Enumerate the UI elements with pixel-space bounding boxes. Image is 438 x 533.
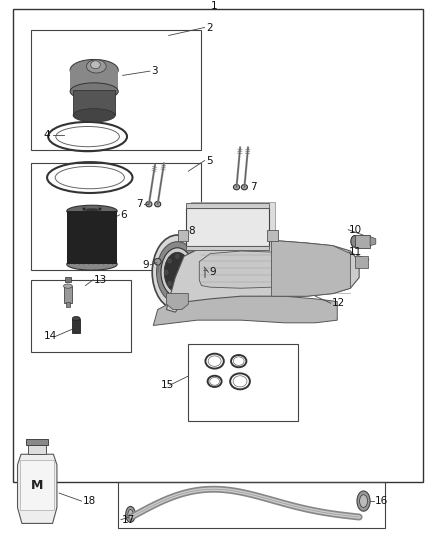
Polygon shape [370,237,376,246]
Text: 4: 4 [44,130,50,140]
Ellipse shape [184,281,187,286]
Text: 15: 15 [161,380,174,390]
Ellipse shape [126,506,135,522]
Bar [186,203,269,208]
Text: 17: 17 [122,515,135,524]
Bar [355,235,370,248]
Text: 7: 7 [251,182,257,192]
Ellipse shape [86,60,106,73]
Bar [186,208,269,246]
Ellipse shape [157,241,198,303]
Ellipse shape [70,59,118,80]
Polygon shape [166,294,188,310]
Ellipse shape [294,252,318,287]
Text: M: M [31,479,43,492]
Text: 12: 12 [332,298,345,308]
Ellipse shape [351,257,358,266]
Ellipse shape [64,284,72,288]
Bar [13,9,423,482]
Polygon shape [272,240,350,296]
Text: 13: 13 [94,274,107,285]
Ellipse shape [82,207,86,211]
Ellipse shape [164,252,191,292]
Ellipse shape [161,248,194,297]
Polygon shape [18,454,57,523]
Ellipse shape [291,247,322,292]
Text: 7: 7 [136,199,142,209]
Ellipse shape [351,236,359,247]
Bar [28,445,46,454]
Ellipse shape [152,235,202,310]
Text: 10: 10 [349,225,362,235]
Polygon shape [153,291,337,326]
Ellipse shape [73,109,115,122]
Ellipse shape [233,184,240,190]
Ellipse shape [154,259,161,265]
Ellipse shape [72,317,80,321]
Ellipse shape [168,259,171,263]
Bar [186,246,269,250]
Text: 1: 1 [211,1,218,11]
Text: 5: 5 [206,156,212,166]
Bar [70,70,118,91]
Ellipse shape [176,254,179,259]
Bar [118,482,385,528]
Bar [67,211,117,264]
Ellipse shape [184,259,187,263]
Bar [20,459,54,510]
Ellipse shape [70,83,118,100]
Text: 9: 9 [142,260,149,270]
Ellipse shape [241,184,247,190]
Bar [72,319,80,334]
Bar [31,280,131,352]
Bar [188,344,298,421]
Text: 3: 3 [151,66,158,76]
Bar [65,277,71,282]
Ellipse shape [357,491,370,511]
Ellipse shape [128,510,133,519]
Polygon shape [166,238,359,312]
Text: 2: 2 [206,22,212,33]
Ellipse shape [360,495,367,507]
Ellipse shape [91,61,100,69]
Bar [267,230,278,241]
Ellipse shape [181,233,185,238]
Bar [31,163,201,270]
Ellipse shape [298,257,315,281]
Ellipse shape [146,201,152,207]
Polygon shape [199,251,289,288]
Ellipse shape [84,208,99,214]
Ellipse shape [67,259,117,270]
Bar [26,439,48,445]
Bar [64,286,72,303]
Ellipse shape [67,205,117,217]
Ellipse shape [98,207,102,211]
Ellipse shape [155,201,161,207]
Bar [31,30,201,150]
Text: 18: 18 [82,496,95,506]
Text: 8: 8 [188,226,195,236]
Bar [178,230,188,241]
Text: 14: 14 [44,331,57,341]
Bar [355,256,368,268]
Bar [66,302,70,308]
Text: 16: 16 [374,496,388,506]
Bar [73,90,115,115]
Ellipse shape [187,270,190,274]
Text: 6: 6 [120,210,127,220]
Ellipse shape [176,286,179,290]
Text: 11: 11 [349,247,362,257]
Text: 9: 9 [209,267,216,277]
Bar [191,202,275,239]
Ellipse shape [271,233,275,238]
Ellipse shape [165,270,168,274]
Ellipse shape [168,281,171,286]
Ellipse shape [201,263,208,269]
